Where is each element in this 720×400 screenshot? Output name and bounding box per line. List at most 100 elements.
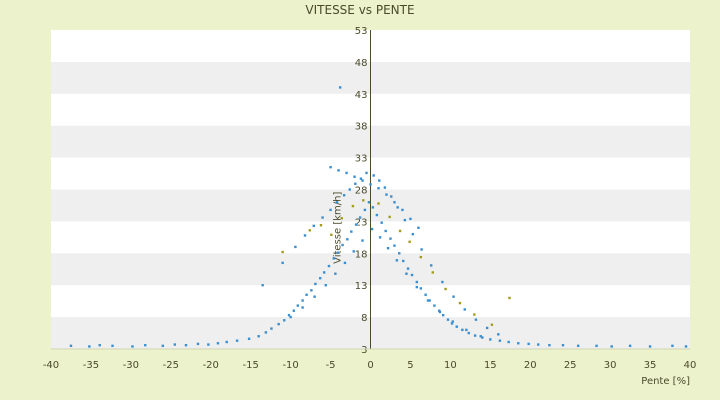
data-point: [389, 237, 392, 240]
data-point: [324, 284, 327, 287]
data-point: [367, 201, 371, 204]
x-tick-label: -10: [282, 360, 298, 371]
data-point: [415, 285, 419, 289]
x-tick-label: 5: [407, 360, 413, 371]
x-tick-label: -15: [243, 360, 259, 371]
data-point: [144, 343, 147, 347]
data-point: [247, 337, 251, 340]
data-point: [341, 243, 344, 247]
data-point: [336, 251, 339, 254]
data-point: [359, 177, 363, 180]
x-tick-label: -30: [123, 360, 139, 371]
data-point: [431, 271, 435, 274]
data-point: [303, 234, 307, 237]
data-point: [235, 339, 239, 342]
data-point: [161, 344, 165, 348]
data-point: [329, 165, 332, 169]
data-point: [419, 255, 423, 259]
data-point: [446, 318, 450, 321]
data-point: [225, 340, 228, 344]
data-point: [402, 259, 405, 263]
data-point: [398, 252, 401, 255]
data-point: [322, 271, 326, 274]
y-tick-label: 28: [355, 186, 368, 197]
data-point: [207, 343, 210, 346]
data-point: [358, 216, 362, 219]
data-point: [428, 299, 431, 302]
data-point: [485, 326, 489, 330]
data-point: [386, 246, 390, 250]
data-point: [111, 344, 114, 348]
data-point: [340, 217, 343, 220]
data-point: [437, 309, 441, 312]
data-point: [458, 301, 462, 305]
data-point: [561, 343, 565, 347]
data-point: [365, 171, 368, 175]
y-tick-label: 38: [355, 122, 368, 133]
data-point: [489, 338, 492, 341]
data-point: [415, 280, 419, 284]
data-point: [378, 236, 382, 239]
data-point: [351, 204, 355, 208]
data-point: [184, 343, 188, 347]
data-point: [517, 342, 520, 345]
data-point: [473, 313, 476, 316]
data-point: [388, 215, 391, 219]
data-point: [444, 287, 447, 291]
y-tick-label: 23: [355, 217, 368, 228]
data-point: [348, 188, 351, 191]
data-point: [337, 169, 340, 172]
data-point: [354, 182, 357, 185]
data-point: [332, 257, 335, 260]
data-point: [378, 179, 381, 182]
data-point: [281, 250, 284, 254]
data-point: [319, 224, 323, 227]
data-point: [329, 208, 332, 212]
data-point: [406, 267, 410, 270]
x-tick-label: 25: [564, 360, 577, 371]
data-point: [362, 199, 365, 202]
y-tick-label: 53: [355, 26, 368, 37]
y-tick-label: 43: [355, 90, 368, 101]
x-tick-label: 15: [484, 360, 497, 371]
data-point: [343, 261, 347, 265]
data-point: [301, 306, 304, 309]
data-point: [350, 230, 353, 233]
x-tick-label: -25: [163, 360, 179, 371]
x-tick-label: 30: [604, 360, 617, 371]
data-point: [441, 280, 444, 284]
data-point: [327, 264, 331, 268]
data-point: [648, 345, 652, 348]
x-tick-label: -20: [203, 360, 219, 371]
data-point: [508, 296, 511, 300]
data-point: [270, 327, 273, 330]
data-point: [305, 293, 308, 296]
data-point: [411, 232, 415, 236]
data-point: [393, 201, 396, 204]
data-point: [438, 310, 442, 314]
data-point: [264, 331, 268, 334]
data-point: [410, 273, 414, 277]
x-tick-label: 35: [644, 360, 657, 371]
data-point: [131, 345, 134, 348]
data-point: [313, 295, 316, 298]
data-point: [405, 272, 408, 275]
data-point: [377, 187, 380, 190]
x-axis-title: Pente [%]: [641, 376, 690, 387]
y-tick-label: 33: [355, 154, 368, 165]
data-point: [98, 343, 101, 347]
data-point: [497, 333, 500, 336]
data-point: [294, 245, 297, 249]
data-point: [610, 345, 613, 348]
data-point: [393, 244, 396, 247]
x-tick-label: 20: [524, 360, 537, 371]
data-point: [345, 171, 348, 175]
data-point: [277, 322, 280, 326]
data-point: [671, 344, 674, 348]
data-point: [450, 322, 454, 325]
data-point: [354, 223, 358, 226]
data-point: [465, 328, 468, 332]
data-point: [507, 340, 510, 344]
data-point: [401, 208, 404, 212]
x-tick-label: -35: [83, 360, 99, 371]
